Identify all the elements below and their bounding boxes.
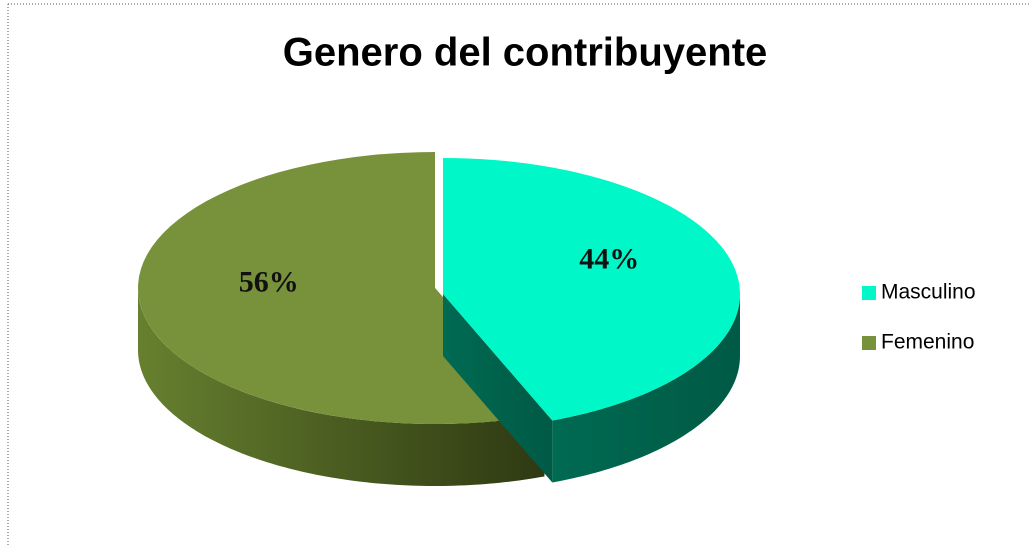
legend-swatch: [862, 336, 876, 350]
legend-label: Masculino: [881, 281, 976, 304]
legend-label: Femenino: [881, 331, 974, 354]
slice-side: [138, 288, 545, 486]
data-label: 56%: [239, 265, 299, 298]
chart-title: Genero del contribuyente: [283, 31, 768, 75]
pie-slice: [443, 157, 741, 421]
pie-slice: [138, 152, 545, 424]
data-label: 44%: [579, 242, 639, 275]
slice-side: [552, 294, 740, 483]
legend-swatch: [862, 286, 876, 300]
slice-cut-face: [443, 294, 553, 483]
